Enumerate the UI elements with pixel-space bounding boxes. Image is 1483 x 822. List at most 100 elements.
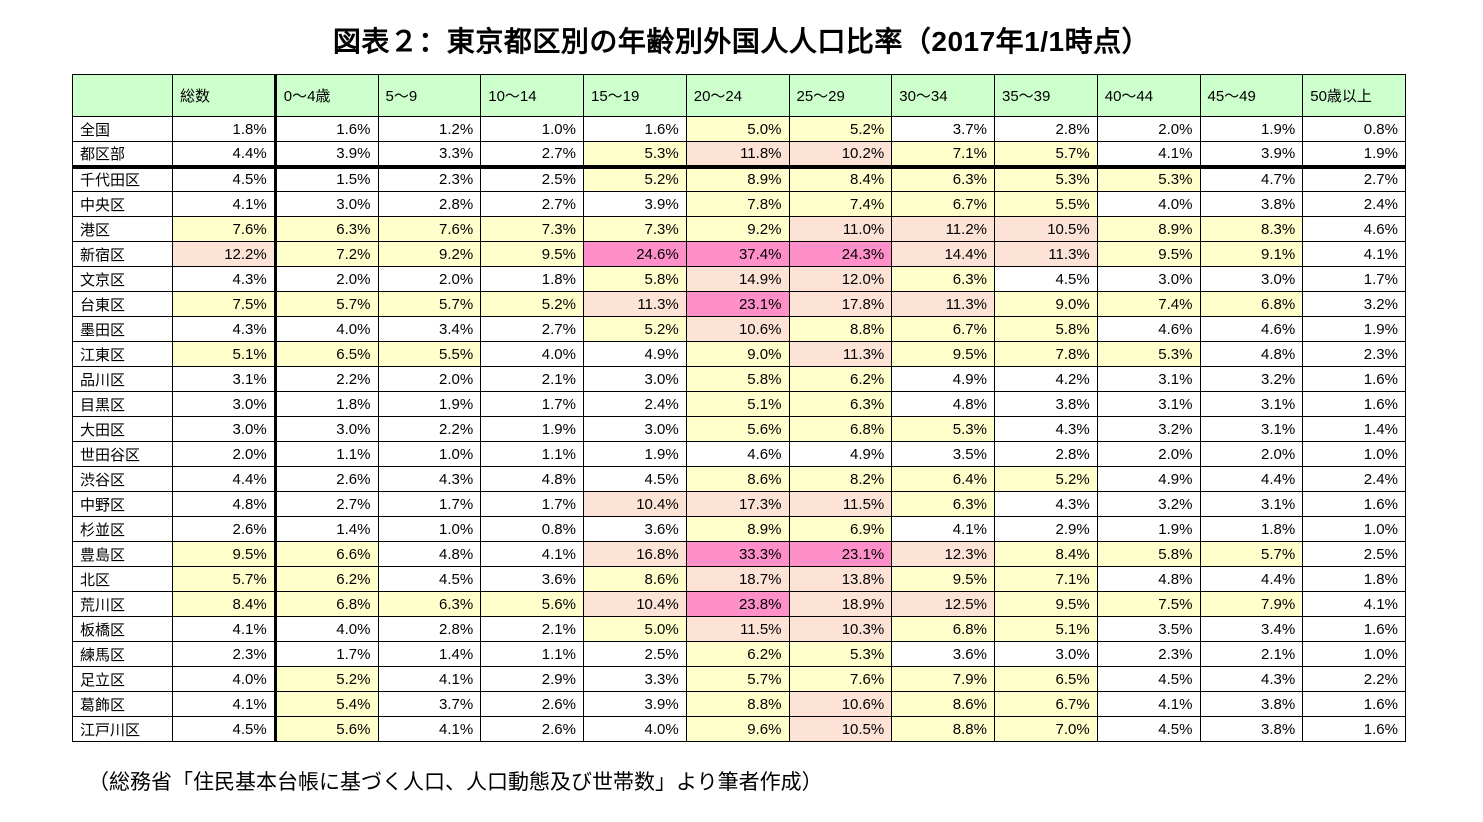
value-cell: 3.7% — [377, 691, 482, 717]
value-cell: 3.5% — [891, 441, 995, 467]
table-header: 総数 0～4歳 5～9 10～14 15～19 20～24 25～29 30～34 35～39 4… — [72, 74, 1406, 117]
table-body: 全国 1.8% 1.6% 1.2% 1.0% 1.6% 5.0% 5.2% 3.7% 2.8% 2.… — [72, 116, 1406, 742]
value-cell: 2.0% — [377, 366, 482, 392]
value-cell: 9.5% — [891, 566, 995, 592]
row-label: 品川区 — [72, 366, 173, 392]
value-cell: 1.7% — [274, 641, 379, 667]
table-row: 大田区 3.0% 3.0% 2.2% 1.9% 3.0% 5.6% 6.8% 5.3% 4.3% 3… — [72, 416, 1406, 442]
value-cell: 8.9% — [685, 166, 790, 192]
value-cell: 2.0% — [274, 266, 379, 292]
value-cell: 9.5% — [480, 241, 584, 267]
value-cell: 4.5% — [583, 466, 687, 492]
value-cell: 24.3% — [788, 241, 893, 267]
value-cell: 1.8% — [274, 391, 379, 417]
value-cell: 6.3% — [891, 266, 995, 292]
value-cell: 4.6% — [685, 441, 790, 467]
value-cell: 4.0% — [172, 666, 277, 692]
value-cell: 1.6% — [583, 116, 687, 142]
value-cell: 1.9% — [480, 416, 584, 442]
value-cell: 4.3% — [377, 466, 482, 492]
table-row: 世田谷区 2.0% 1.1% 1.0% 1.1% 1.9% 4.6% 4.9% 3.5% 2.8%… — [72, 441, 1406, 467]
value-cell: 2.0% — [377, 266, 482, 292]
value-cell: 2.5% — [480, 166, 584, 192]
value-cell: 2.0% — [1096, 441, 1201, 467]
value-cell: 6.7% — [891, 191, 995, 217]
value-cell: 10.5% — [788, 716, 893, 742]
value-cell: 3.9% — [583, 691, 687, 717]
table-row: 豊島区 9.5% 6.6% 4.8% 4.1% 16.8% 33.3% 23.1% 12.3% 8… — [72, 541, 1406, 567]
column-header: 20～24 — [685, 74, 790, 117]
value-cell: 5.7% — [685, 666, 790, 692]
value-cell: 3.0% — [583, 416, 687, 442]
table-row: 目黒区 3.0% 1.8% 1.9% 1.7% 2.4% 5.1% 6.3% 4.8% 3.8% 3… — [72, 391, 1406, 417]
value-cell: 4.4% — [1199, 466, 1304, 492]
value-cell: 3.4% — [377, 316, 482, 342]
value-cell: 5.6% — [480, 591, 584, 617]
value-cell: 9.0% — [994, 291, 1098, 317]
row-label: 荒川区 — [72, 591, 173, 617]
row-label: 中野区 — [72, 491, 173, 517]
value-cell: 11.0% — [788, 216, 893, 242]
value-cell: 3.6% — [480, 566, 584, 592]
corner-header-cell — [72, 74, 173, 117]
value-cell: 11.5% — [788, 491, 893, 517]
value-cell: 1.0% — [377, 441, 482, 467]
table-row: 文京区 4.3% 2.0% 2.0% 1.8% 5.8% 14.9% 12.0% 6.3% 4.5… — [72, 266, 1406, 292]
value-cell: 6.3% — [377, 591, 482, 617]
value-cell: 5.7% — [274, 291, 379, 317]
value-cell: 4.3% — [1199, 666, 1304, 692]
value-cell: 3.0% — [1199, 266, 1304, 292]
value-cell: 1.9% — [583, 441, 687, 467]
value-cell: 3.1% — [172, 366, 277, 392]
column-header: 5～9 — [377, 74, 482, 117]
value-cell: 1.9% — [1096, 516, 1201, 542]
table-row: 中央区 4.1% 3.0% 2.8% 2.7% 3.9% 7.8% 7.4% 6.7% 5.5% 4… — [72, 191, 1406, 217]
value-cell: 1.8% — [480, 266, 584, 292]
row-label: 大田区 — [72, 416, 173, 442]
value-cell: 9.5% — [172, 541, 277, 567]
value-cell: 23.1% — [788, 541, 893, 567]
value-cell: 7.9% — [1199, 591, 1304, 617]
row-label: 渋谷区 — [72, 466, 173, 492]
value-cell: 3.1% — [1199, 391, 1304, 417]
value-cell: 9.5% — [1096, 241, 1201, 267]
value-cell: 6.3% — [891, 166, 995, 192]
value-cell: 11.3% — [583, 291, 687, 317]
value-cell: 23.8% — [685, 591, 790, 617]
column-header: 25～29 — [788, 74, 893, 117]
row-label: 足立区 — [72, 666, 173, 692]
column-header: 45～49 — [1199, 74, 1304, 117]
value-cell: 9.6% — [685, 716, 790, 742]
value-cell: 2.7% — [480, 141, 584, 169]
value-cell: 2.0% — [172, 441, 277, 467]
value-cell: 9.2% — [685, 216, 790, 242]
value-cell: 5.7% — [172, 566, 277, 592]
value-cell: 3.1% — [1096, 366, 1201, 392]
table-row: 中野区 4.8% 2.7% 1.7% 1.7% 10.4% 17.3% 11.5% 6.3% 4.… — [72, 491, 1406, 517]
value-cell: 5.8% — [685, 366, 790, 392]
value-cell: 4.1% — [1096, 691, 1201, 717]
value-cell: 18.7% — [685, 566, 790, 592]
row-label: 北区 — [72, 566, 173, 592]
value-cell: 3.0% — [172, 416, 277, 442]
value-cell: 7.6% — [172, 216, 277, 242]
value-cell: 6.7% — [891, 316, 995, 342]
value-cell: 1.1% — [480, 441, 584, 467]
value-cell: 11.2% — [891, 216, 995, 242]
value-cell: 1.6% — [1302, 391, 1406, 417]
value-cell: 1.8% — [1199, 516, 1304, 542]
value-cell: 8.4% — [172, 591, 277, 617]
value-cell: 2.5% — [1302, 541, 1406, 567]
value-cell: 8.4% — [994, 541, 1098, 567]
value-cell: 4.8% — [1199, 341, 1304, 367]
value-cell: 1.6% — [274, 116, 379, 142]
value-cell: 9.5% — [994, 591, 1098, 617]
value-cell: 5.8% — [1096, 541, 1201, 567]
value-cell: 1.7% — [480, 491, 584, 517]
value-cell: 7.3% — [583, 216, 687, 242]
column-header: 35～39 — [994, 74, 1098, 117]
value-cell: 9.1% — [1199, 241, 1304, 267]
value-cell: 7.4% — [788, 191, 893, 217]
value-cell: 2.0% — [1199, 441, 1304, 467]
value-cell: 2.6% — [172, 516, 277, 542]
